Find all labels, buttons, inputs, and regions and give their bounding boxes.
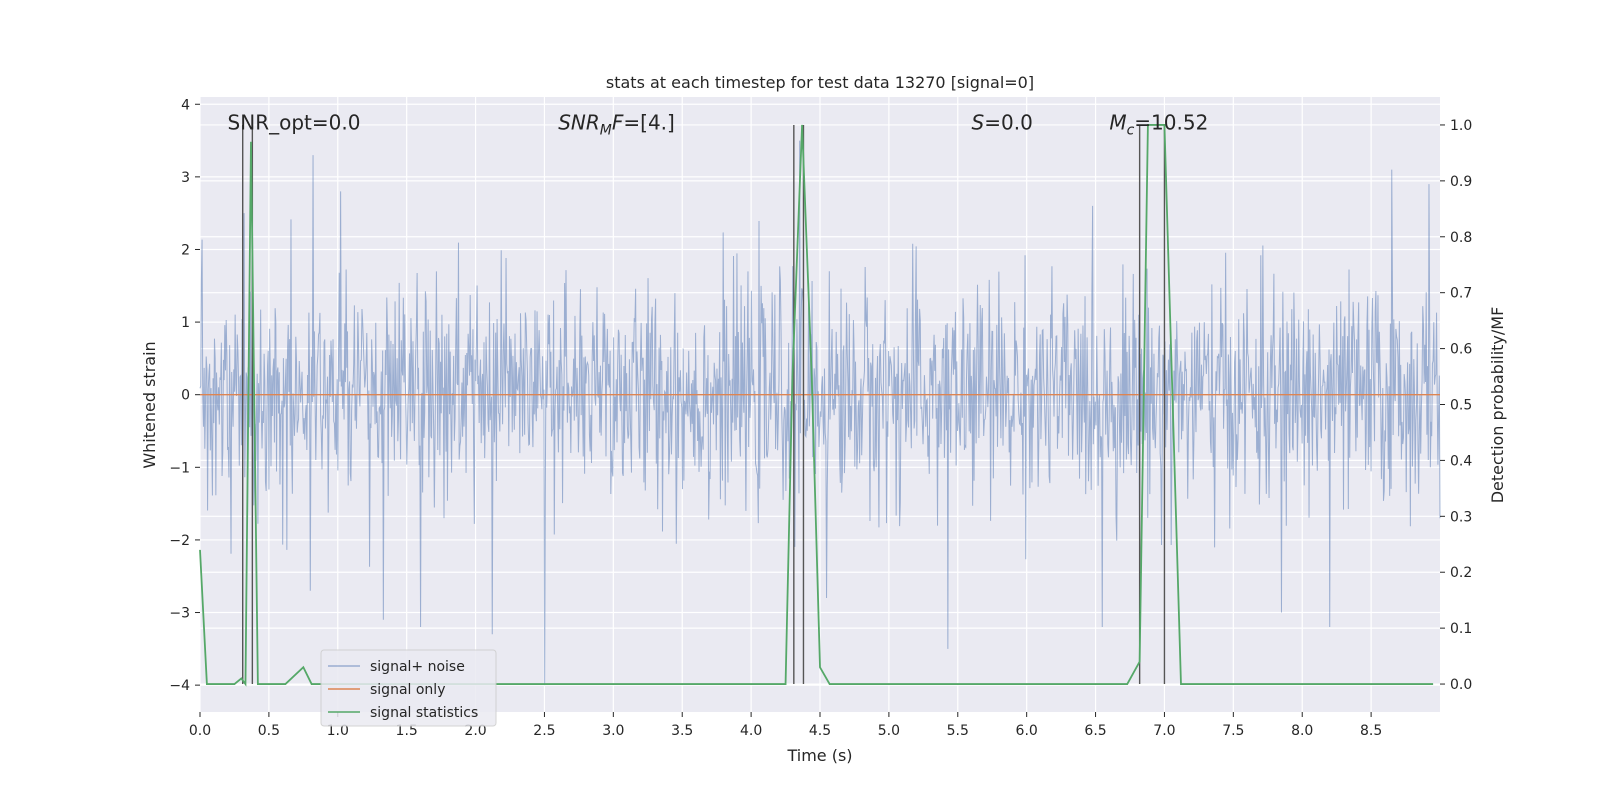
y-tick-label-right: 0.2: [1450, 565, 1472, 581]
x-tick-label: 0.5: [258, 723, 280, 739]
x-tick-label: 0.0: [189, 723, 211, 739]
chart-title: stats at each timestep for test data 132…: [606, 73, 1034, 92]
y-tick-label-left: −4: [169, 678, 190, 694]
y-tick-label-left: −1: [169, 460, 190, 476]
x-axis-label: Time (s): [786, 746, 852, 765]
x-tick-label: 8.0: [1291, 723, 1313, 739]
y-tick-label-right: 0.7: [1450, 286, 1472, 302]
legend-label: signal+ noise: [370, 659, 465, 675]
x-tick-label: 5.5: [947, 723, 969, 739]
x-tick-label: 1.0: [327, 723, 349, 739]
y-tick-label-right: 0.1: [1450, 621, 1472, 637]
statistics-series: [199, 124, 1434, 687]
y-tick-label-left: 2: [181, 242, 190, 258]
legend-label: signal only: [370, 682, 445, 698]
y-tick-label-left: 0: [181, 388, 190, 404]
y-tick-label-left: 1: [181, 315, 190, 331]
y-tick-label-right: 0.9: [1450, 174, 1472, 190]
annotation: Mc=10.52: [1109, 110, 1208, 138]
x-tick-label: 6.5: [1084, 723, 1106, 739]
annotation: S=0.0: [972, 110, 1033, 134]
x-tick-label: 4.5: [809, 723, 831, 739]
y-tick-label-right: 0.4: [1450, 453, 1472, 469]
grid: [199, 97, 1440, 712]
x-tick-label: 7.5: [1222, 723, 1244, 739]
x-tick-label: 2.0: [464, 723, 486, 739]
vertical-lines: [242, 124, 1166, 685]
y-tick-label-right: 0.5: [1450, 398, 1472, 414]
legend-label: signal statistics: [370, 705, 478, 721]
x-tick-label: 5.0: [878, 723, 900, 739]
legend-box: [320, 649, 497, 727]
x-tick-label: 7.0: [1153, 723, 1175, 739]
x-tick-label: 3.0: [602, 723, 624, 739]
y-tick-label-right: 0.3: [1450, 509, 1472, 525]
x-ticks: 0.0 0.5 1.0 1.5 2.0 2.5 3.0 3.5 4.0 4.5 5.0 5.5 6.0 6…: [189, 712, 1382, 739]
y-axis-label-right: Detection probability/MF: [1488, 307, 1507, 504]
x-tick-label: 1.5: [396, 723, 418, 739]
y-tick-label-left: 4: [181, 97, 190, 113]
annotations: SNR_opt=0.0 SNRMF=[4.] S=0.0 Mc=10.52: [228, 110, 1209, 138]
y-tick-label-right: 0.6: [1450, 342, 1472, 358]
y-tick-label-right: 0.8: [1450, 230, 1472, 246]
x-tick-label: 3.5: [671, 723, 693, 739]
y-tick-label-right: 0.0: [1450, 677, 1472, 693]
x-tick-label: 8.5: [1360, 723, 1382, 739]
y-ticks-right: 1.0 0.9 0.8 0.7 0.6 0.5 0.4 0.3 0.2 0.1 0.0: [1440, 118, 1472, 693]
y-tick-label-left: −3: [169, 606, 190, 622]
y-ticks-left: 4 3 2 1 0 −1 −2 −3 −4: [169, 97, 200, 694]
x-tick-label: 2.5: [533, 723, 555, 739]
x-tick-label: 4.0: [740, 723, 762, 739]
annotation: SNRMF=[4.]: [558, 110, 675, 138]
y-axis-label-left: Whitened strain: [140, 341, 159, 468]
x-tick-label: 6.0: [1016, 723, 1038, 739]
y-tick-label-left: 3: [181, 170, 190, 186]
y-tick-label-right: 1.0: [1450, 118, 1472, 134]
legend: signal+ noise signal only signal statistic…: [320, 649, 497, 727]
noise-line: [199, 140, 1441, 686]
annotation: SNR_opt=0.0: [228, 110, 361, 134]
y-tick-label-left: −2: [169, 533, 190, 549]
statistics-line: [199, 124, 1434, 687]
noise-series: [199, 140, 1441, 686]
